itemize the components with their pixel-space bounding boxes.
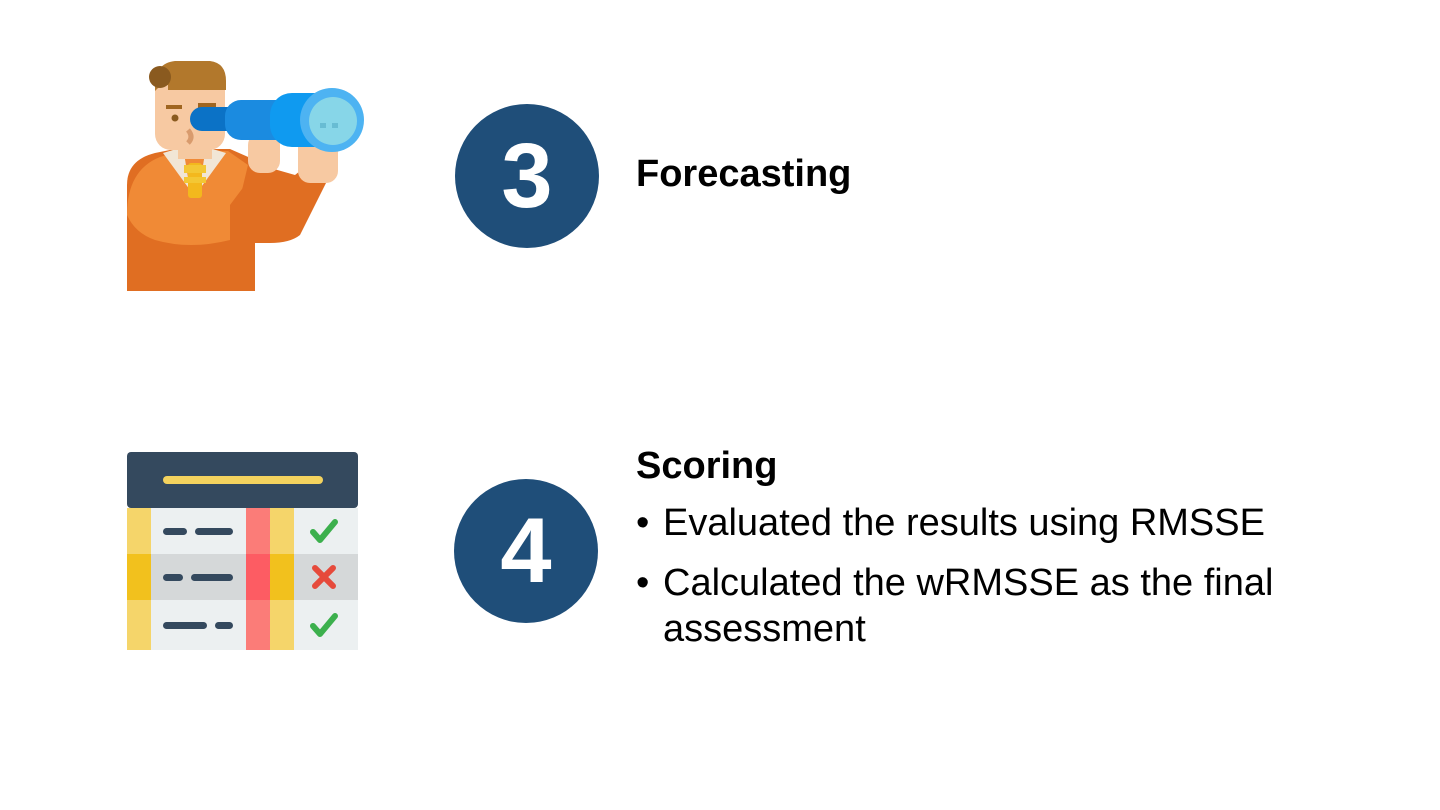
step-title: Scoring bbox=[636, 445, 778, 487]
step-number-badge: 3 bbox=[455, 104, 599, 248]
step-title: Forecasting bbox=[636, 153, 852, 195]
bullet-list: Evaluated the results using RMSSE Calcul… bbox=[636, 500, 1356, 666]
step-number-badge: 4 bbox=[454, 479, 598, 623]
scoring-table-icon bbox=[127, 452, 359, 650]
bullet-item: Evaluated the results using RMSSE bbox=[636, 500, 1356, 546]
bullet-item: Calculated the wRMSSE as the final asses… bbox=[636, 560, 1356, 652]
person-telescope-icon bbox=[120, 55, 370, 295]
